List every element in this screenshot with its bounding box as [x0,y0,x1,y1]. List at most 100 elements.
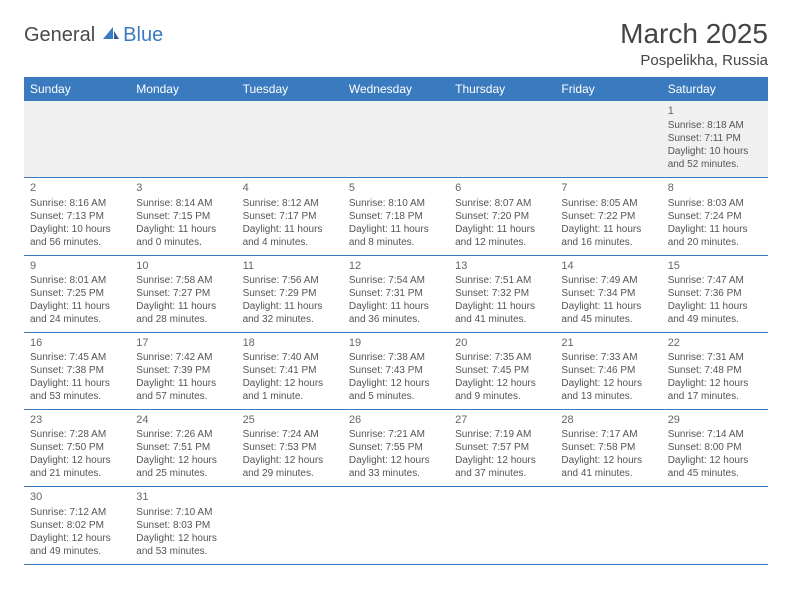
day-number: 7 [561,181,655,195]
sunset-line: Sunset: 7:22 PM [561,210,655,223]
calendar-cell: 22Sunrise: 7:31 AMSunset: 7:48 PMDayligh… [662,333,768,409]
sunrise-line: Sunrise: 7:31 AM [668,351,762,364]
sunrise-line: Sunrise: 7:38 AM [349,351,443,364]
calendar-page: General Blue March 2025 Pospelikha, Russ… [0,0,792,583]
daylight-line: Daylight: 11 hours and 8 minutes. [349,223,443,249]
weekday-col: Thursday [449,77,555,101]
calendar-cell: 10Sunrise: 7:58 AMSunset: 7:27 PMDayligh… [130,256,236,332]
day-number: 19 [349,336,443,350]
day-number: 25 [243,413,337,427]
daylight-line: Daylight: 11 hours and 41 minutes. [455,300,549,326]
daylight-line: Daylight: 12 hours and 29 minutes. [243,454,337,480]
calendar-cell [237,101,343,177]
daylight-line: Daylight: 11 hours and 12 minutes. [455,223,549,249]
calendar-cell: 31Sunrise: 7:10 AMSunset: 8:03 PMDayligh… [130,487,236,563]
day-number: 5 [349,181,443,195]
title-block: March 2025 Pospelikha, Russia [620,18,768,69]
calendar-cell [662,487,768,563]
day-number: 8 [668,181,762,195]
logo-text-2: Blue [123,24,163,47]
calendar-cell: 23Sunrise: 7:28 AMSunset: 7:50 PMDayligh… [24,410,130,486]
daylight-line: Daylight: 11 hours and 45 minutes. [561,300,655,326]
sunrise-line: Sunrise: 7:54 AM [349,274,443,287]
sunset-line: Sunset: 7:34 PM [561,287,655,300]
weekday-col: Monday [130,77,236,101]
calendar-cell: 17Sunrise: 7:42 AMSunset: 7:39 PMDayligh… [130,333,236,409]
sunset-line: Sunset: 7:53 PM [243,441,337,454]
calendar-row: 16Sunrise: 7:45 AMSunset: 7:38 PMDayligh… [24,333,768,410]
sunset-line: Sunset: 7:46 PM [561,364,655,377]
sunrise-line: Sunrise: 7:17 AM [561,428,655,441]
calendar-cell: 7Sunrise: 8:05 AMSunset: 7:22 PMDaylight… [555,178,661,254]
calendar-cell: 15Sunrise: 7:47 AMSunset: 7:36 PMDayligh… [662,256,768,332]
sunset-line: Sunset: 7:17 PM [243,210,337,223]
sunset-line: Sunset: 7:11 PM [668,132,762,145]
sunrise-line: Sunrise: 7:49 AM [561,274,655,287]
sunset-line: Sunset: 7:36 PM [668,287,762,300]
weekday-header: Sunday Monday Tuesday Wednesday Thursday… [24,77,768,101]
logo: General Blue [24,24,163,47]
day-number: 16 [30,336,124,350]
sunrise-line: Sunrise: 7:42 AM [136,351,230,364]
day-number: 29 [668,413,762,427]
sunrise-line: Sunrise: 7:33 AM [561,351,655,364]
calendar-cell: 8Sunrise: 8:03 AMSunset: 7:24 PMDaylight… [662,178,768,254]
daylight-line: Daylight: 11 hours and 53 minutes. [30,377,124,403]
location: Pospelikha, Russia [620,52,768,69]
sunset-line: Sunset: 7:27 PM [136,287,230,300]
day-number: 11 [243,259,337,273]
calendar-cell: 18Sunrise: 7:40 AMSunset: 7:41 PMDayligh… [237,333,343,409]
day-number: 31 [136,490,230,504]
day-number: 4 [243,181,337,195]
calendar-row: 30Sunrise: 7:12 AMSunset: 8:02 PMDayligh… [24,487,768,564]
calendar-cell: 1Sunrise: 8:18 AMSunset: 7:11 PMDaylight… [662,101,768,177]
daylight-line: Daylight: 12 hours and 13 minutes. [561,377,655,403]
calendar-row: 9Sunrise: 8:01 AMSunset: 7:25 PMDaylight… [24,256,768,333]
daylight-line: Daylight: 12 hours and 25 minutes. [136,454,230,480]
day-number: 9 [30,259,124,273]
day-number: 26 [349,413,443,427]
day-number: 28 [561,413,655,427]
calendar-cell [555,487,661,563]
daylight-line: Daylight: 11 hours and 4 minutes. [243,223,337,249]
sunrise-line: Sunrise: 8:07 AM [455,197,549,210]
sunset-line: Sunset: 7:43 PM [349,364,443,377]
sunrise-line: Sunrise: 7:24 AM [243,428,337,441]
calendar-row: 1Sunrise: 8:18 AMSunset: 7:11 PMDaylight… [24,101,768,178]
calendar-cell [449,487,555,563]
sunrise-line: Sunrise: 8:12 AM [243,197,337,210]
calendar-body: 1Sunrise: 8:18 AMSunset: 7:11 PMDaylight… [24,101,768,565]
sunset-line: Sunset: 7:29 PM [243,287,337,300]
day-number: 20 [455,336,549,350]
sunset-line: Sunset: 7:51 PM [136,441,230,454]
calendar-cell [130,101,236,177]
sunset-line: Sunset: 8:00 PM [668,441,762,454]
sunset-line: Sunset: 7:39 PM [136,364,230,377]
day-number: 14 [561,259,655,273]
sunrise-line: Sunrise: 8:16 AM [30,197,124,210]
sunset-line: Sunset: 7:20 PM [455,210,549,223]
daylight-line: Daylight: 11 hours and 49 minutes. [668,300,762,326]
calendar-cell: 19Sunrise: 7:38 AMSunset: 7:43 PMDayligh… [343,333,449,409]
calendar-cell: 12Sunrise: 7:54 AMSunset: 7:31 PMDayligh… [343,256,449,332]
calendar-cell: 25Sunrise: 7:24 AMSunset: 7:53 PMDayligh… [237,410,343,486]
sunrise-line: Sunrise: 7:35 AM [455,351,549,364]
sunset-line: Sunset: 7:24 PM [668,210,762,223]
sunrise-line: Sunrise: 8:03 AM [668,197,762,210]
daylight-line: Daylight: 10 hours and 52 minutes. [668,145,762,171]
sunrise-line: Sunrise: 8:01 AM [30,274,124,287]
daylight-line: Daylight: 12 hours and 33 minutes. [349,454,443,480]
sunrise-line: Sunrise: 7:45 AM [30,351,124,364]
calendar-cell: 24Sunrise: 7:26 AMSunset: 7:51 PMDayligh… [130,410,236,486]
daylight-line: Daylight: 12 hours and 5 minutes. [349,377,443,403]
calendar-cell: 4 Sunrise: 8:12 AMSunset: 7:17 PMDaylight… [237,178,343,254]
daylight-line: Daylight: 12 hours and 37 minutes. [455,454,549,480]
day-number: 3 [136,181,230,195]
sunrise-line: Sunrise: 7:40 AM [243,351,337,364]
day-number: 22 [668,336,762,350]
calendar-cell: 20Sunrise: 7:35 AMSunset: 7:45 PMDayligh… [449,333,555,409]
sunrise-line: Sunrise: 7:21 AM [349,428,443,441]
daylight-line: Daylight: 12 hours and 49 minutes. [30,532,124,558]
sunrise-line: Sunrise: 7:26 AM [136,428,230,441]
daylight-line: Daylight: 12 hours and 41 minutes. [561,454,655,480]
